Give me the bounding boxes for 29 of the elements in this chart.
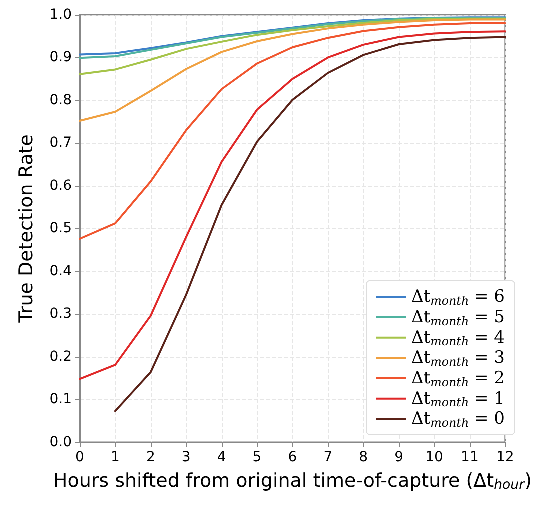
y-tick-label: 0.6 bbox=[50, 178, 72, 194]
x-tick-label: 10 bbox=[426, 449, 444, 466]
y-tick-label: 0.0 bbox=[50, 434, 72, 450]
line-series bbox=[79, 18, 506, 76]
y-tick-label: 0.3 bbox=[50, 306, 72, 322]
line-series bbox=[79, 22, 506, 240]
y-tick-label: 0.2 bbox=[50, 348, 72, 365]
x-tick-label: 2 bbox=[146, 449, 156, 466]
line-series bbox=[114, 36, 506, 412]
y-tick-label: 0.8 bbox=[50, 92, 72, 108]
y-tick-label: 0.1 bbox=[50, 392, 72, 408]
y-tick-label: 0.7 bbox=[50, 135, 72, 152]
y-tick-label: 0.4 bbox=[50, 263, 72, 280]
x-tick-label: 3 bbox=[182, 449, 191, 466]
y-tick-label: 0.9 bbox=[50, 50, 72, 66]
x-tick-label: 4 bbox=[217, 449, 226, 466]
x-tick-label: 12 bbox=[496, 449, 514, 466]
y-tick-label: 0.5 bbox=[50, 220, 72, 237]
x-tick-label: 0 bbox=[76, 449, 84, 466]
x-tick-label: 8 bbox=[359, 449, 368, 466]
x-tick-label: 9 bbox=[394, 449, 404, 466]
x-tick-label: 5 bbox=[252, 449, 262, 466]
x-tick-label: 7 bbox=[324, 449, 333, 466]
x-tick-label: 6 bbox=[288, 449, 298, 466]
x-tick-label: 1 bbox=[110, 449, 120, 466]
line-series bbox=[79, 18, 506, 122]
y-axis-title: True Detection Rate bbox=[16, 134, 38, 324]
x-tick-label: 11 bbox=[461, 449, 479, 466]
y-tick-label: 1.0 bbox=[50, 7, 72, 23]
